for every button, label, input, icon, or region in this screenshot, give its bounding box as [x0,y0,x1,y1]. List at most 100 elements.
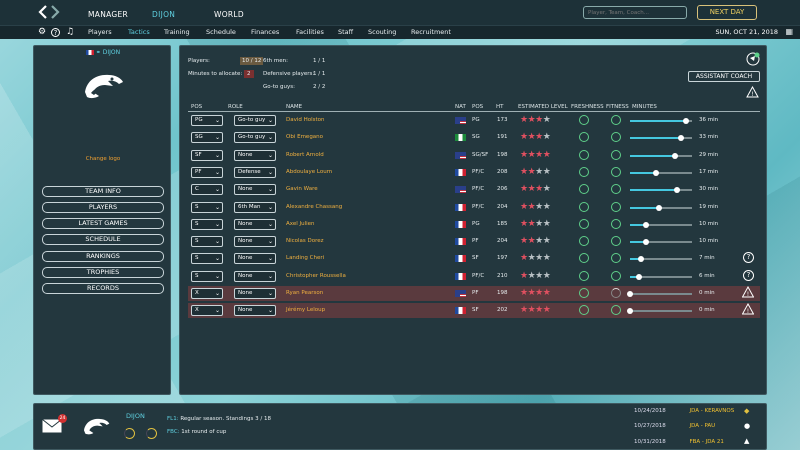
nav-dijon[interactable]: DIJON [152,10,176,19]
player-name[interactable]: Abdoulaye Loum [286,168,333,175]
player-name[interactable]: Jérémy Leloup [286,307,326,314]
player-name[interactable]: Gavin Ware [286,186,318,193]
slider-knob[interactable] [627,308,633,315]
table-row[interactable]: SF ⌄ None ⌄ Robert Arnold SG/SF 198 ★★★★ 29 min [188,148,760,163]
upcoming-game[interactable]: 10/27/2018 JDA - PAU [634,423,715,429]
table-row[interactable]: C ⌄ None ⌄ Gavin Ware PF/C 206 ★★★★ 30 min [188,182,760,197]
warning-icon[interactable]: ! [746,86,759,98]
minutes-slider[interactable] [630,169,692,176]
role-select[interactable]: Defense ⌄ [234,166,276,178]
slider-knob[interactable] [636,273,643,280]
minutes-slider[interactable] [630,221,692,228]
table-row[interactable]: S ⌄ None ⌄ Landing Cheri SF 197 ★★★★ 7 min? [188,251,760,266]
tab-tactics[interactable]: Tactics [128,28,150,36]
slider-knob[interactable] [671,152,678,159]
minutes-slider[interactable] [627,308,692,315]
player-name[interactable]: Robert Arnold [286,151,324,158]
help-icon[interactable]: ? [743,269,754,281]
help-icon[interactable]: ? [51,28,60,37]
upcoming-game[interactable]: 10/31/2018 FBA - JDA 21 [634,439,724,445]
slider-knob[interactable] [642,239,649,246]
role-select[interactable]: None ⌄ [234,184,276,196]
minutes-slider[interactable] [630,187,692,194]
records-button[interactable]: RECORDS [42,283,164,294]
schedule-button[interactable]: SCHEDULE [42,234,164,245]
help-icon[interactable]: ? [743,252,754,264]
slider-knob[interactable] [673,187,680,194]
header-name[interactable]: NAME [286,104,303,110]
minutes-slider[interactable] [630,135,692,142]
minutes-slider[interactable] [630,118,692,124]
slider-knob[interactable] [642,221,649,228]
role-select[interactable]: Go-to guy ⌄ [234,115,276,126]
tab-finances[interactable]: Finances [251,28,280,36]
position-select[interactable]: S ⌄ [191,253,223,265]
position-select[interactable]: S ⌄ [191,270,223,282]
player-name[interactable]: Axel Julien [286,220,315,227]
rankings-button[interactable]: RANKINGS [42,251,164,262]
position-select[interactable]: S ⌄ [191,201,223,213]
upcoming-game[interactable]: 10/24/2018 JDA - KERAVNOS [634,408,734,414]
warning-icon[interactable]: ! [742,303,754,315]
table-row[interactable]: X ⌄ None ⌄ Ryan Pearson PF 198 ★★★★ 0 min! [188,286,760,301]
minutes-slider[interactable] [627,291,692,297]
position-select[interactable]: X ⌄ [191,288,223,299]
role-select[interactable]: None ⌄ [234,305,276,317]
next-day-button[interactable]: NEXT DAY [697,5,757,20]
team-info-button[interactable]: TEAM INFO [42,186,164,197]
table-row[interactable]: S ⌄ 6th Man ⌄ Alexandre Chassang PF/C 204 ★★★★ 1… [188,200,760,215]
role-select[interactable]: None ⌄ [234,270,276,282]
player-name[interactable]: Nicolas Dorez [286,238,324,245]
search-input[interactable] [583,6,687,19]
position-select[interactable]: S ⌄ [191,236,223,248]
slider-knob[interactable] [653,169,660,176]
player-name[interactable]: Alexandre Chassang [286,203,343,210]
minutes-slider[interactable] [630,239,692,246]
player-name[interactable]: Obi Emegano [286,134,324,141]
table-row[interactable]: X ⌄ None ⌄ Jérémy Leloup SF 202 ★★★★ 0 min! [188,303,760,319]
role-select[interactable]: None ⌄ [234,288,276,299]
tab-scouting[interactable]: Scouting [368,28,397,36]
table-row[interactable]: S ⌄ None ⌄ Christopher Roussella PF/C 210 ★★★★ 6… [188,269,760,284]
minutes-slider[interactable] [630,273,692,280]
tab-players[interactable]: Players [88,28,112,36]
player-name[interactable]: Christopher Roussella [286,272,346,279]
position-select[interactable]: X ⌄ [191,305,223,317]
minutes-slider[interactable] [630,256,692,263]
position-select[interactable]: PG ⌄ [191,115,223,126]
header-level[interactable]: ESTIMATED LEVEL [518,104,568,110]
slider-knob[interactable] [637,256,644,263]
gear-icon[interactable]: ⚙ [37,27,47,37]
tab-staff[interactable]: Staff [338,28,354,36]
table-row[interactable]: S ⌄ None ⌄ Axel Julien PG 185 ★★★★ 10 min [188,217,760,232]
position-select[interactable]: S ⌄ [191,218,223,230]
header-role[interactable]: ROLE [228,104,243,110]
role-select[interactable]: None ⌄ [234,149,276,161]
slider-knob[interactable] [678,135,685,142]
table-row[interactable]: SG ⌄ Go-to guy ⌄ Obi Emegano SG 191 ★★★★ 33 min [188,130,760,145]
music-icon[interactable]: ♫ [65,27,75,37]
mail-icon[interactable] [42,419,62,433]
nav-manager[interactable]: MANAGER [88,10,129,19]
header-fitness[interactable]: FITNESS [606,104,629,110]
change-logo-link[interactable]: Change logo [85,156,121,162]
player-name[interactable]: David Holston [286,117,325,123]
back-forward-icon[interactable] [38,4,60,20]
header-nat[interactable]: NAT [455,104,466,110]
table-row[interactable]: S ⌄ None ⌄ Nicolas Dorez PF 204 ★★★★ 10 min [188,234,760,249]
tab-facilities[interactable]: Facilities [296,28,324,36]
position-select[interactable]: C ⌄ [191,184,223,196]
table-row[interactable]: PF ⌄ Defense ⌄ Abdoulaye Loum PF/C 208 ★★★★ 17 m… [188,165,760,180]
tab-schedule[interactable]: Schedule [206,28,236,36]
player-name[interactable]: Landing Cheri [286,255,325,262]
minutes-slider[interactable] [630,204,692,211]
position-select[interactable]: PF ⌄ [191,166,223,178]
header-minutes[interactable]: MINUTES [632,104,657,110]
minutes-slider[interactable] [630,152,692,159]
slider-knob[interactable] [656,204,663,211]
player-name[interactable]: Ryan Pearson [286,290,324,296]
players-button[interactable]: PLAYERS [42,202,164,213]
position-select[interactable]: SG ⌄ [191,132,223,144]
calendar-icon[interactable]: ▦ [785,27,793,36]
nav-world[interactable]: WORLD [214,10,244,19]
